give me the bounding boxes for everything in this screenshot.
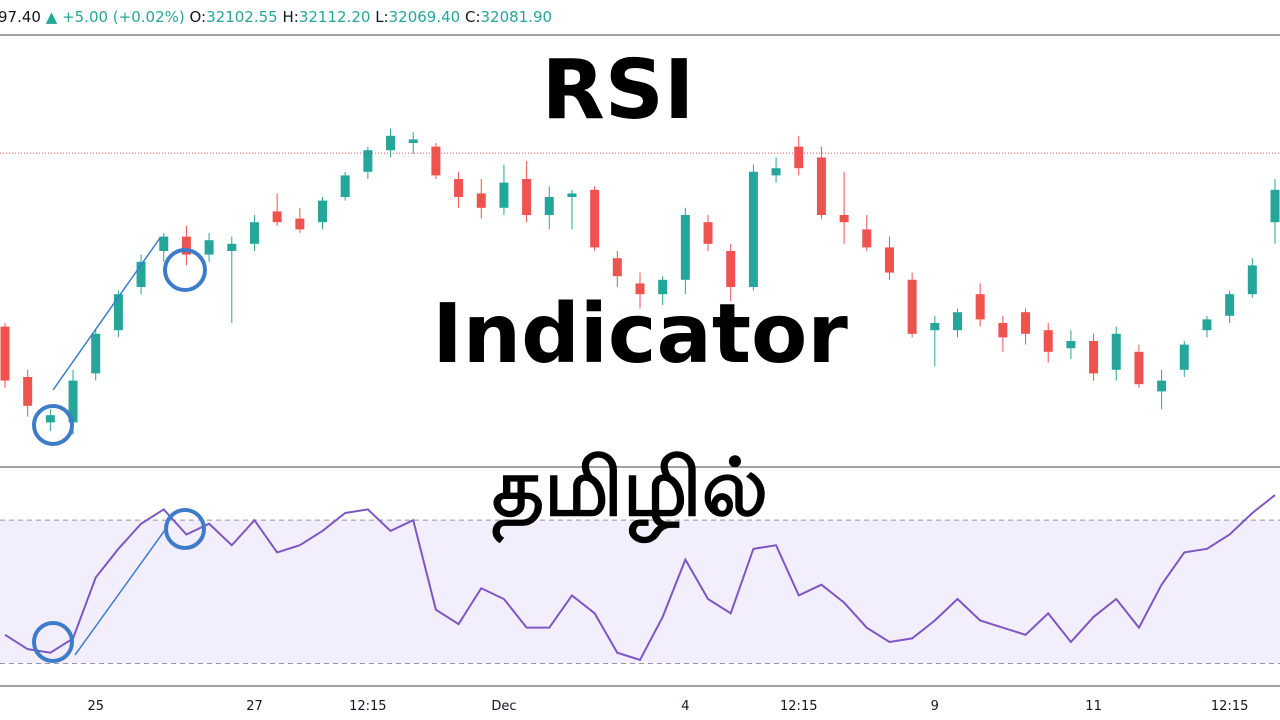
candle-body <box>68 380 78 423</box>
candle-body <box>862 229 872 248</box>
candle-body <box>1270 189 1280 223</box>
candle-body <box>771 168 781 176</box>
x-tick-label: 12:15 <box>349 699 386 714</box>
candle-body <box>249 222 259 244</box>
candle-body <box>272 211 282 223</box>
label: O: <box>190 8 207 26</box>
label: L: <box>375 8 388 26</box>
circle-annotation <box>163 248 207 292</box>
label: C: <box>465 8 481 26</box>
candle-body <box>1043 330 1053 352</box>
candle-body <box>386 135 396 151</box>
candle-body <box>612 258 622 277</box>
candle-body <box>953 312 962 331</box>
candle-body <box>0 326 10 381</box>
candle-body <box>113 294 123 331</box>
x-tick-label: 27 <box>246 699 263 714</box>
candle-body <box>1247 265 1257 295</box>
candle-body <box>181 236 191 255</box>
candle-body <box>658 279 668 295</box>
candle-body <box>1179 344 1189 370</box>
candle-body <box>703 222 713 244</box>
candle-body <box>227 243 237 251</box>
candle-body <box>318 200 327 223</box>
annotations <box>32 237 207 663</box>
x-tick-label: Dec <box>491 699 516 714</box>
circle-annotation <box>32 621 74 663</box>
candle-body <box>930 323 940 331</box>
candle-body <box>726 251 736 287</box>
candle-body <box>295 218 305 230</box>
value: 32102.55 <box>206 8 278 26</box>
candle-body <box>794 146 804 169</box>
x-tick-label: 12:15 <box>780 699 817 714</box>
candle-body <box>839 215 849 223</box>
arrow: ▲ <box>46 8 58 26</box>
overlay-title: Indicator <box>432 287 848 382</box>
candle-body <box>45 415 55 423</box>
candle-body <box>1134 351 1144 385</box>
value: 32112.20 <box>299 8 371 26</box>
candle-body <box>1089 341 1099 374</box>
overlay-title: RSI <box>542 43 695 138</box>
candle-body <box>544 197 554 215</box>
candle-body <box>680 215 690 280</box>
trend-line <box>52 237 161 391</box>
x-tick-label: 4 <box>681 699 689 714</box>
candle-body <box>23 377 33 406</box>
candle-body <box>567 193 577 197</box>
x-tick-label: 9 <box>931 699 939 714</box>
candle-body <box>454 179 464 197</box>
x-tick-label: 25 <box>87 699 104 714</box>
candle-body <box>363 150 373 172</box>
x-tick-label: 12:15 <box>1211 699 1248 714</box>
candle-body <box>499 182 509 208</box>
change: +5.00 (+0.02%) <box>62 8 185 26</box>
value: 32069.40 <box>389 8 461 26</box>
candle-body <box>340 175 350 197</box>
candle-body <box>91 333 101 374</box>
candle-body <box>748 171 758 287</box>
candle-body <box>816 157 826 215</box>
overlay-title: தமிழில் <box>492 441 768 544</box>
trend-line <box>74 529 166 656</box>
candle-body <box>1066 341 1076 349</box>
candle-body <box>204 240 214 255</box>
last-price: 97.40 <box>0 8 41 26</box>
circle-annotation <box>32 404 74 446</box>
candle-body <box>590 189 600 248</box>
circle-annotation <box>164 508 206 550</box>
candle-body <box>1157 380 1167 392</box>
x-tick-label: 11 <box>1085 699 1102 714</box>
value: 32081.90 <box>481 8 553 26</box>
candle-body <box>975 294 985 320</box>
candle-body <box>1225 294 1235 316</box>
candle-body <box>998 323 1008 338</box>
rsi-line <box>4 494 1276 662</box>
candle-body <box>907 279 917 334</box>
legend-header: 97.40 ▲ +5.00 (+0.02%) O:32102.55 H:3211… <box>0 8 552 26</box>
candle-body <box>1202 319 1212 331</box>
candle-body <box>159 236 169 251</box>
candle-body <box>408 139 418 143</box>
candle-body <box>522 179 532 215</box>
candle-body <box>635 283 645 295</box>
candle-body <box>1021 312 1031 334</box>
level-band <box>0 520 1280 664</box>
candle-body <box>476 193 486 208</box>
candle-body <box>1111 333 1121 370</box>
label: H: <box>282 8 298 26</box>
candle-body <box>884 247 894 273</box>
candle-body <box>431 146 441 176</box>
candle-body <box>136 261 146 287</box>
